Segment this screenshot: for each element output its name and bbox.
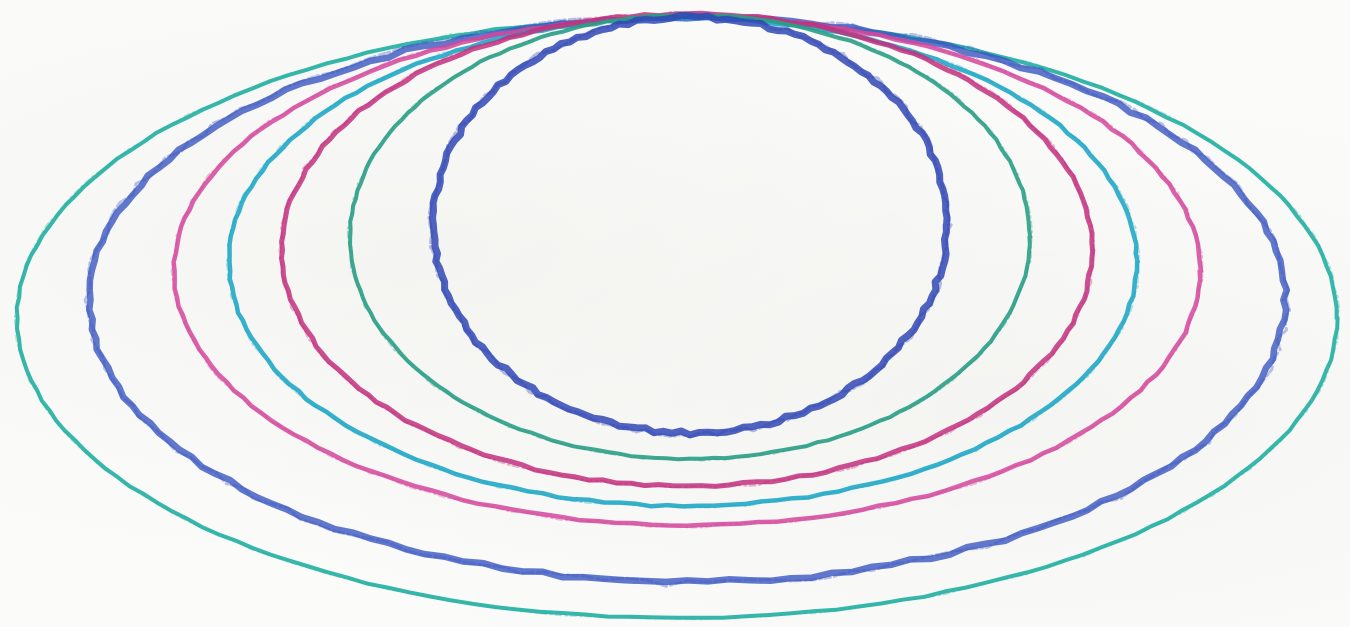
green-ring bbox=[348, 12, 1033, 462]
outer-teal-ring-texture bbox=[13, 15, 1340, 621]
magenta-ring-texture bbox=[278, 10, 1096, 489]
pink-ring-1 bbox=[171, 14, 1204, 529]
inner-blue-ring-texture bbox=[427, 14, 953, 439]
blue-ring-1 bbox=[85, 13, 1291, 586]
outer-teal-ring bbox=[14, 16, 1340, 620]
magenta-ring bbox=[279, 10, 1096, 489]
blue-ring-1-texture bbox=[83, 12, 1292, 588]
green-ring-texture bbox=[346, 12, 1034, 462]
inner-blue-ring bbox=[429, 11, 951, 439]
cyan-ring-texture bbox=[225, 14, 1141, 509]
pink-ring-1-texture bbox=[170, 14, 1204, 529]
